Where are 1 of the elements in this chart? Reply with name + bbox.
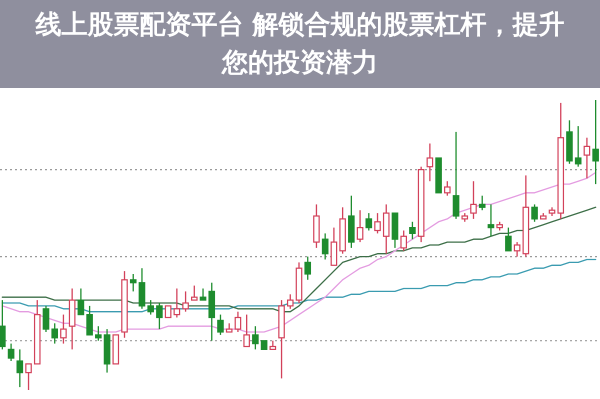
- chart-title: 线上股票配资平台 解锁合规的股票杠杆，提升您的投资潜力: [0, 0, 600, 88]
